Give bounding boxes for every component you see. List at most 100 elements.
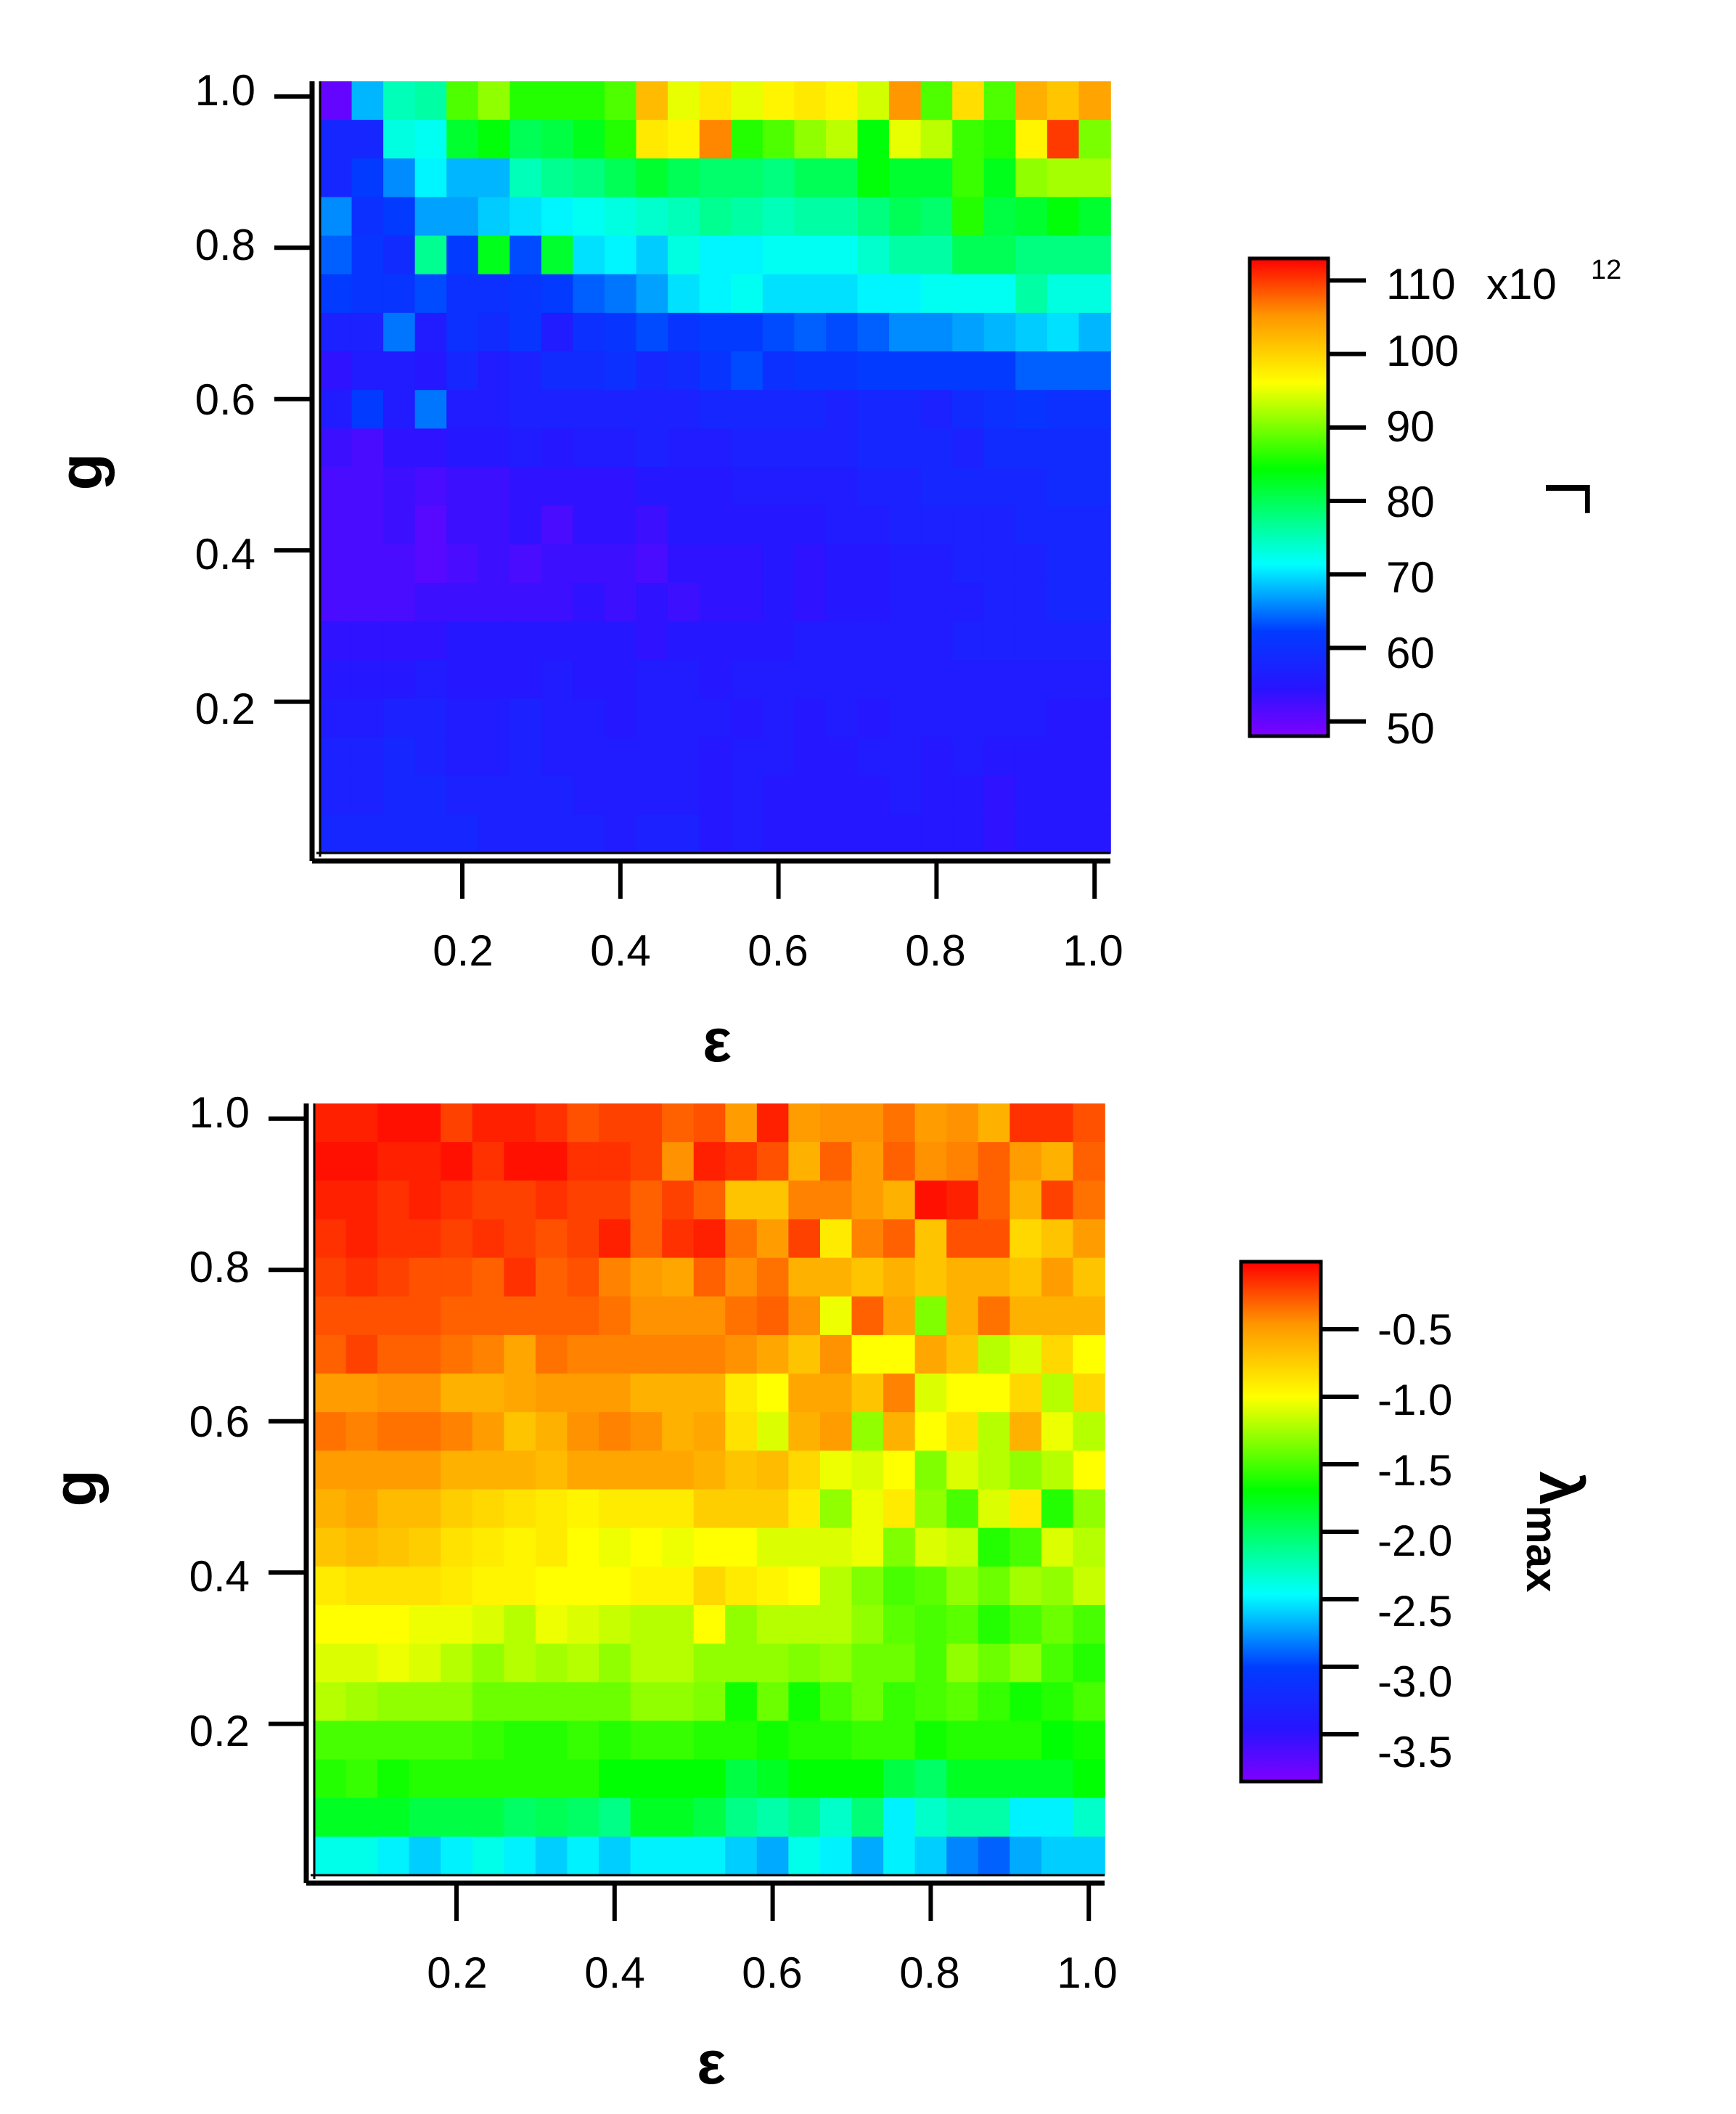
gamma-heatmap-cell [1047,235,1080,275]
gamma-heatmap-cell [825,467,859,507]
lambda-heatmap-cell [725,1142,758,1182]
lambda-heatmap-cell [819,1682,853,1722]
gamma-heatmap-cell [478,582,511,622]
lambda-heatmap-cell [819,1412,853,1452]
gamma-heatmap-cell [1078,428,1111,468]
lambda-ytick-label: 0.8 [189,1243,250,1291]
gamma-heatmap-cell [541,698,574,738]
lambda-heatmap-cell [345,1180,378,1220]
gamma-heatmap-cell [699,621,732,661]
gamma-heatmap-cell [668,235,700,275]
lambda-heatmap-cell [756,1644,790,1684]
lambda-heatmap-cell [914,1527,947,1567]
gamma-heatmap-cell [1015,737,1048,777]
lambda-heatmap-cell [409,1412,442,1452]
lambda-heatmap-cell [1041,1142,1074,1182]
lambda-heatmap-cell [535,1489,568,1529]
lambda-heatmap-cell [914,1142,947,1182]
gamma-heatmap-cell [731,814,763,854]
gamma-heatmap-cell [414,775,448,815]
lambda-heatmap-cell [914,1374,947,1413]
gamma-heatmap-cell [351,737,384,777]
gamma-heatmap-cell [731,660,763,700]
gamma-heatmap-cell [573,775,605,815]
gamma-heatmap-cell [320,81,353,121]
lambda-heatmap-cell [567,1797,599,1837]
lambda-heatmap-cell [377,1721,410,1760]
lambda-heatmap-cell [504,1566,536,1606]
lambda-heatmap-cell [978,1180,1011,1220]
lambda-ytick-label: 0.6 [189,1397,250,1446]
gamma-heatmap-cell [320,351,353,391]
gamma-heatmap-cell [920,428,953,468]
gamma-heatmap-cell [1015,660,1048,700]
gamma-heatmap-cell [1015,312,1048,352]
gamma-heatmap-cell [509,660,542,700]
gamma-heatmap-cell [920,467,953,507]
gamma-heatmap-cell [983,158,1017,198]
gamma-heatmap-cell [605,312,637,352]
lambda-heatmap-cell [504,1219,536,1259]
lambda-heatmap-cell [377,1450,410,1490]
lambda-heatmap-cell [630,1374,663,1413]
gamma-heatmap-cell [414,698,448,738]
lambda-heatmap-cell [788,1836,821,1876]
lambda-heatmap-cell [788,1566,821,1606]
lambda-heatmap-cell [1041,1374,1074,1413]
lambda-heatmap-cell [472,1527,505,1567]
gamma-heatmap-cell [794,197,827,237]
gamma-heatmap-cell [351,158,384,198]
gamma-heatmap-cell [1078,197,1111,237]
lambda-heatmap-cell [472,1721,505,1760]
gamma-heatmap-cell [605,582,637,622]
gamma-heatmap-cell [857,621,890,661]
lambda-heatmap-cell [693,1412,726,1452]
lambda-heatmap-cell [1041,1334,1074,1374]
lambda-heatmap-cell [535,1257,568,1297]
gamma-heatmap-cell [794,660,827,700]
lambda-heatmap-cell [883,1759,916,1799]
lambda-heatmap-cell [883,1374,916,1413]
lambda-heatmap-cell [630,1759,663,1799]
gamma-heatmap-cell [573,120,605,160]
gamma-heatmap-cell [541,428,574,468]
lambda-heatmap-cell [662,1836,695,1876]
gamma-heatmap-cell [573,390,605,430]
lambda-heatmap-cell [725,1682,758,1722]
lambda-heatmap-cell [409,1374,442,1413]
gamma-heatmap-cell [478,775,511,815]
gamma-heatmap-cell [383,158,416,198]
lambda-heatmap-cell [630,1142,663,1182]
gamma-heatmap-cell [668,698,700,738]
lambda-heatmap-cell [314,1103,347,1143]
lambda-heatmap-cell [377,1257,410,1297]
lambda-heatmap-cell [567,1759,599,1799]
gamma-heatmap-cell [1078,582,1111,622]
gamma-x-axis-title: ε [703,1006,732,1074]
lambda-heatmap-cell [567,1836,599,1876]
gamma-heatmap-cell [920,351,953,391]
gamma-heatmap-cell [889,428,922,468]
lambda-heatmap-cell [819,1566,853,1606]
lambda-heatmap-cell [883,1604,916,1644]
gamma-heatmap-cell [605,621,637,661]
lambda-heatmap-cell [756,1836,790,1876]
gamma-heatmap-cell [1047,775,1080,815]
gamma-heatmap-cell [509,81,542,121]
gamma-heatmap-cell [668,660,700,700]
lambda-heatmap-cell [883,1797,916,1837]
gamma-heatmap-cell [541,775,574,815]
lambda-heatmap-cell [819,1142,853,1182]
gamma-heatmap-cell [731,390,763,430]
lambda-heatmap-cell [756,1604,790,1644]
lambda-heatmap-cell [756,1334,790,1374]
lambda-heatmap-cell [819,1103,853,1143]
lambda-heatmap-cell [1073,1257,1105,1297]
lambda-heatmap-cell [441,1374,473,1413]
gamma-heatmap-cell [731,120,763,160]
lambda-heatmap-cell [883,1682,916,1722]
gamma-heatmap-cell [762,81,795,121]
gamma-heatmap-cell [731,467,763,507]
lambda-heatmap-cell [851,1334,884,1374]
gamma-heatmap-cell [541,814,574,854]
